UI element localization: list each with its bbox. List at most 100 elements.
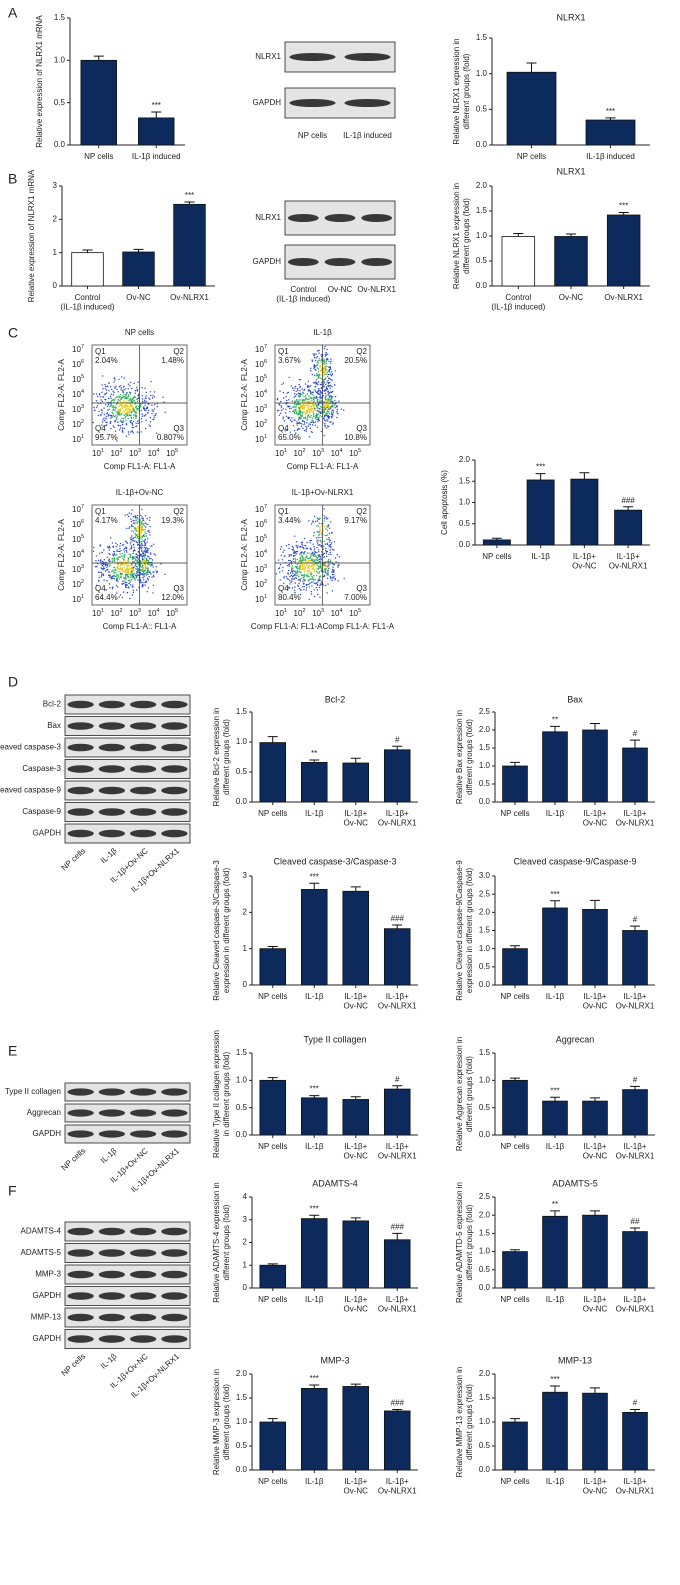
event-dot xyxy=(301,556,304,558)
event-dot xyxy=(308,568,311,570)
event-dot xyxy=(122,544,124,546)
blot-band xyxy=(98,743,125,752)
event-dot xyxy=(302,419,304,421)
flow-x-tick-label: 104 xyxy=(148,448,160,458)
significance-label: # xyxy=(633,1075,638,1084)
event-dot xyxy=(135,530,137,532)
event-dot xyxy=(135,577,138,579)
event-dot xyxy=(293,406,295,408)
event-dot xyxy=(320,558,322,560)
event-dot xyxy=(134,527,137,529)
event-dot xyxy=(155,432,158,434)
event-dot xyxy=(122,410,124,412)
event-dot xyxy=(276,399,279,401)
event-dot xyxy=(147,579,150,581)
event-dot xyxy=(164,411,166,413)
event-dot xyxy=(311,419,313,421)
x-tick-label: IL-1β+ Ov-NC xyxy=(572,552,597,571)
event-dot xyxy=(107,547,110,549)
event-dot xyxy=(330,375,333,377)
event-dot xyxy=(101,434,104,436)
event-dot xyxy=(293,409,296,411)
event-dot xyxy=(123,377,126,379)
event-dot xyxy=(280,554,283,556)
bar xyxy=(300,1388,328,1471)
y-axis-label-line: Relative ADAMTD-5 expression in xyxy=(455,1182,464,1303)
event-dot xyxy=(297,567,300,569)
event-dot xyxy=(286,392,288,394)
event-dot xyxy=(124,564,126,566)
event-dot xyxy=(309,391,311,393)
event-dot xyxy=(109,415,112,417)
event-dot xyxy=(308,598,311,600)
event-dot xyxy=(146,547,149,550)
event-dot xyxy=(316,564,318,566)
event-dot xyxy=(141,540,143,543)
event-dot xyxy=(126,561,128,563)
event-dot xyxy=(289,559,291,562)
event-dot xyxy=(296,403,299,405)
blot-row-label: Caspase-3 xyxy=(22,764,61,773)
error-bar xyxy=(510,1249,520,1252)
event-dot xyxy=(311,391,313,394)
event-dot xyxy=(320,391,322,393)
x-tick-label-line: IL-1β+ xyxy=(386,809,409,818)
event-dot xyxy=(116,574,118,576)
event-dot xyxy=(145,409,147,411)
event-dot xyxy=(141,398,144,400)
event-dot xyxy=(131,535,133,537)
event-dot xyxy=(118,596,120,598)
y-axis-label-line: different groups (fold) xyxy=(465,719,474,795)
event-dot xyxy=(306,565,308,567)
tick-exponent: 1 xyxy=(264,594,267,600)
event-dot xyxy=(153,571,155,573)
event-dot xyxy=(113,553,115,555)
blot-lane-label-line: IL-1β induced xyxy=(343,131,392,140)
event-dot xyxy=(298,383,300,386)
event-dot xyxy=(131,398,134,400)
y-tick-label: 0.5 xyxy=(479,1265,491,1274)
event-dot xyxy=(332,411,335,413)
event-dot xyxy=(142,551,144,553)
event-dot xyxy=(313,406,315,408)
flow-x-label: Comp FL1-A: FL1-A xyxy=(104,462,176,471)
error-bar xyxy=(392,924,403,929)
event-dot xyxy=(303,388,306,391)
event-dot xyxy=(283,549,285,552)
event-dot xyxy=(302,404,305,406)
event-dot xyxy=(141,569,143,571)
tick-base: 10 xyxy=(349,609,358,618)
event-dot xyxy=(315,537,318,539)
event-dot xyxy=(330,542,333,544)
blot-row-label: GAPDH xyxy=(33,1334,62,1343)
event-dot xyxy=(125,394,127,397)
event-dot xyxy=(155,570,157,572)
event-dot xyxy=(326,399,328,402)
event-dot xyxy=(124,553,126,556)
panel-letter: E xyxy=(8,1043,17,1059)
blot-row-label: Bax xyxy=(47,721,61,730)
event-dot xyxy=(331,573,334,576)
event-dot xyxy=(101,412,103,414)
event-dot xyxy=(316,407,318,409)
event-dot xyxy=(135,410,137,412)
event-dot xyxy=(283,420,286,422)
x-tick-label-line: IL-1β xyxy=(546,1295,565,1304)
event-dot xyxy=(323,390,325,392)
event-dot xyxy=(311,552,314,555)
event-dot xyxy=(134,579,136,581)
y-tick-label: 1.0 xyxy=(476,69,488,78)
event-dot xyxy=(294,551,296,553)
event-dot xyxy=(311,424,314,426)
event-dot xyxy=(281,409,283,412)
event-dot xyxy=(317,393,320,395)
x-tick-label: NP cells xyxy=(500,809,529,818)
event-dot xyxy=(324,534,326,537)
quadrant-label: Q1 xyxy=(95,347,106,356)
event-dot xyxy=(126,566,129,568)
quadrant-percent: 10.8% xyxy=(344,433,367,442)
error-bar xyxy=(309,1214,320,1219)
event-dot xyxy=(147,555,149,557)
x-tick-label: IL-1β+ Ov-NLRX1 xyxy=(616,809,655,828)
bar xyxy=(71,252,104,287)
